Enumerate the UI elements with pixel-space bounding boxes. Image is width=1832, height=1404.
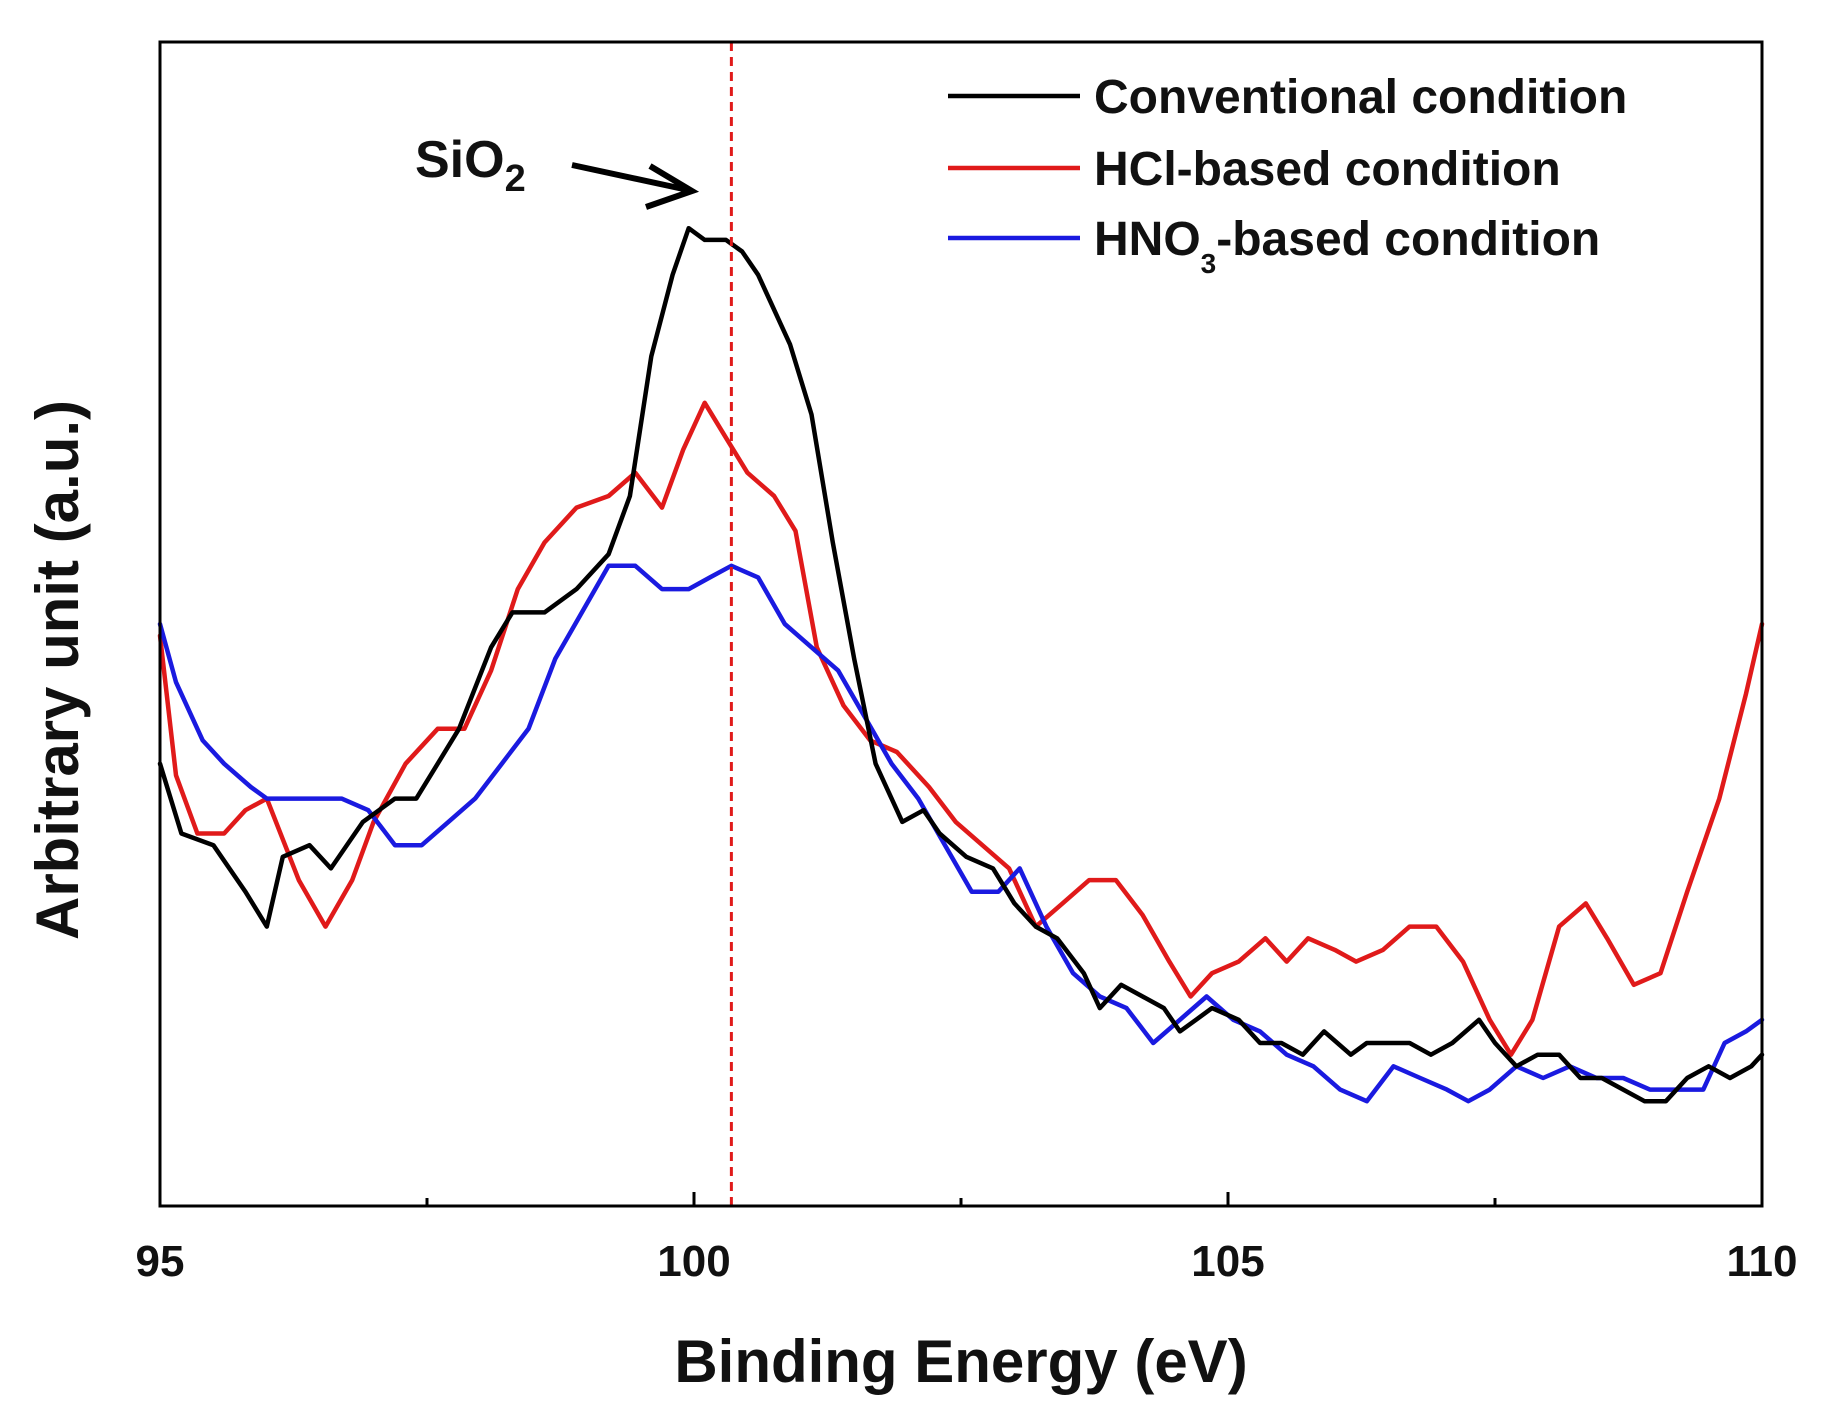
- legend-label: Conventional condition: [1094, 71, 1627, 124]
- annotation-label: SiO2: [415, 131, 526, 200]
- x-axis-ticks: 95 100 105 110: [136, 1192, 1798, 1286]
- x-tick-label: 110: [1727, 1237, 1798, 1286]
- series-line-hcl-based-condition: [157, 400, 1765, 1057]
- x-tick-label: 105: [1191, 1237, 1264, 1286]
- annotation-subscript: 2: [505, 158, 526, 200]
- x-tick-label: 95: [136, 1237, 185, 1286]
- sio2-annotation: SiO2: [415, 131, 700, 210]
- series-layer: [157, 225, 1765, 1104]
- x-axis-title: Binding Energy (eV): [674, 1328, 1247, 1395]
- annotation-arrow-shaft: [571, 162, 689, 193]
- series-line-hno3-based-condition: [157, 563, 1765, 1104]
- y-axis-title: Arbitrary unit (a.u.): [24, 400, 91, 940]
- legend-label: HCl-based condition: [1094, 143, 1561, 196]
- annotation-main: SiO: [415, 131, 505, 189]
- legend: Conventional condition HCl-based conditio…: [948, 71, 1627, 279]
- series-line-conventional-condition: [157, 225, 1765, 1104]
- annotation-arrow-head: [645, 163, 700, 210]
- legend-label: HNO3-based condition: [1094, 213, 1600, 279]
- x-tick-label: 100: [657, 1237, 730, 1286]
